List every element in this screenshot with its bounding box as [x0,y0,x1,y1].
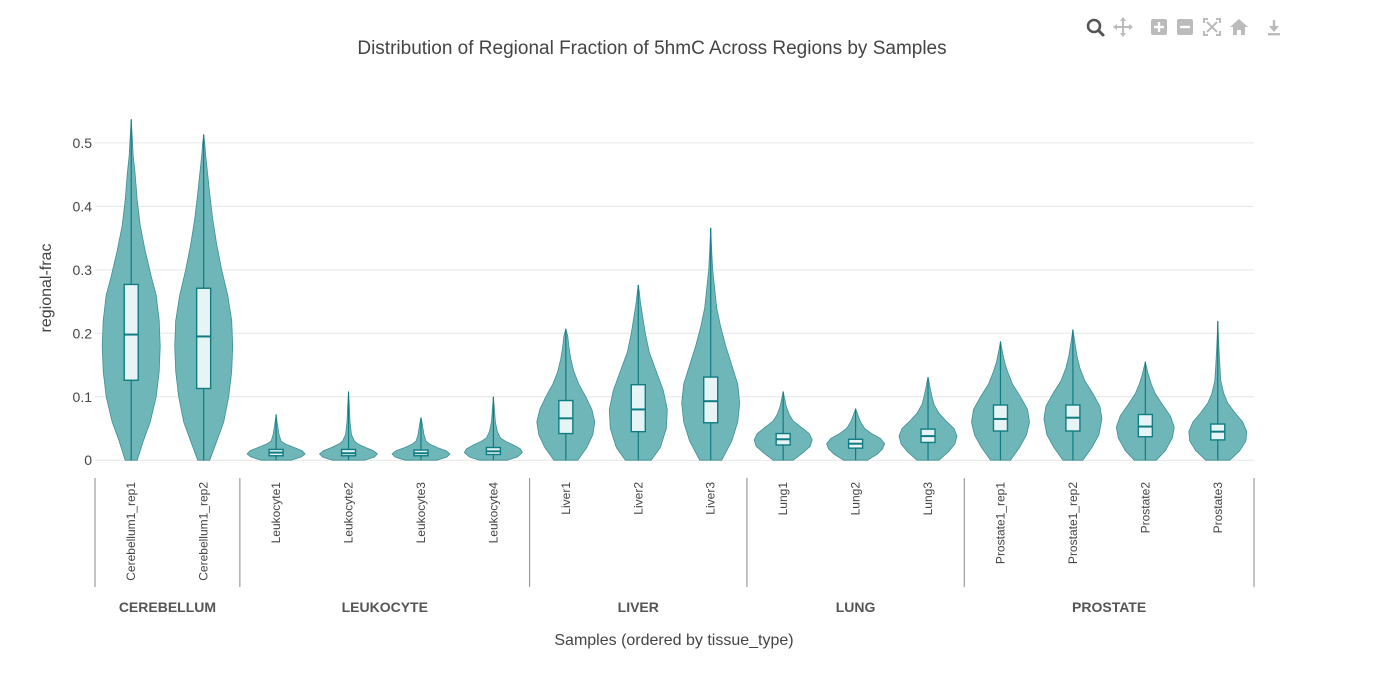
group-label: LEUKOCYTE [342,599,428,615]
x-tick-label: Leukocyte3 [414,482,428,544]
y-tick-label: 0.3 [73,262,93,278]
group-label: LUNG [836,599,876,615]
x-tick-label: Prostate1_rep1 [993,482,1007,564]
violin-Leukocyte1 [246,414,306,461]
violin-Prostate2 [1115,361,1175,461]
x-tick-label: Leukocyte1 [269,482,283,544]
autoscale-icon[interactable] [1200,14,1224,42]
x-tick-label: Lung2 [849,482,863,516]
pan-icon[interactable] [1111,14,1135,42]
violin-box [195,287,212,390]
violin-box [558,399,574,435]
y-tick-labels: 0 0.1 0.2 0.3 0.4 0.5 [73,135,93,468]
x-tick-label: Prostate1_rep2 [1066,482,1080,564]
violins [101,119,1248,461]
violin-box [123,283,139,381]
x-tick-label: Leukocyte2 [342,482,356,544]
x-tick-label: Liver1 [559,482,573,515]
violin-Liver1 [536,328,596,461]
violin-Liver3 [681,227,741,461]
x-tick-label: Leukocyte4 [486,482,500,544]
violin-Leukocyte3 [391,417,451,461]
y-tick-label: 0.5 [73,135,93,151]
group-label: LIVER [618,599,659,615]
x-tick-label: Prostate3 [1211,482,1225,534]
violin-Prostate3 [1188,320,1248,461]
violin-Cerebellum1_rep2 [174,134,234,461]
violin-box [703,376,719,424]
x-tick-labels: Cerebellum1_rep1 Cerebellum1_rep2 Leukocyt… [124,482,1225,581]
x-tick-label: Prostate2 [1138,482,1152,534]
x-tick-label: Liver2 [631,482,645,515]
group-label: PROSTATE [1072,599,1146,615]
x-tick-label: Cerebellum1_rep1 [124,482,138,581]
x-tick-label: Lung1 [776,482,790,516]
zoom-icon[interactable] [1084,14,1108,42]
zoom-in-icon[interactable] [1147,14,1171,42]
x-tick-label: Lung3 [921,482,935,516]
tissue-groups: CEREBELLUM LEUKOCYTE LIVER LUNG PROSTATE [94,478,1255,615]
group-label: CEREBELLUM [119,599,216,615]
violin-box [630,383,646,433]
violin-Prostate1_rep1 [971,341,1030,461]
x-tick-label: Cerebellum1_rep2 [197,482,211,581]
y-tick-label: 0 [84,452,92,468]
violin-Leukocyte2 [319,391,378,461]
x-tick-label: Liver3 [704,482,718,515]
violin-Cerebellum1_rep1 [101,119,161,461]
reset-axes-icon[interactable] [1227,14,1251,42]
download-icon[interactable] [1262,14,1286,42]
y-axis-title: regional-frac [38,244,55,333]
y-tick-label: 0.2 [73,325,93,341]
modebar [1084,14,1294,42]
chart-title: Distribution of Regional Fraction of 5hm… [357,38,946,59]
violin-Prostate1_rep2 [1043,329,1103,461]
x-axis-title: Samples (ordered by tissue_type) [554,632,793,649]
y-tick-label: 0.1 [73,389,93,405]
zoom-out-icon[interactable] [1173,14,1197,42]
violin-Lung1 [753,391,813,461]
violin-Lung2 [826,408,885,461]
violin-Liver2 [608,284,668,461]
y-tick-label: 0.4 [73,198,93,214]
violin-Lung3 [898,376,958,461]
violin-Leukocyte4 [464,396,523,461]
